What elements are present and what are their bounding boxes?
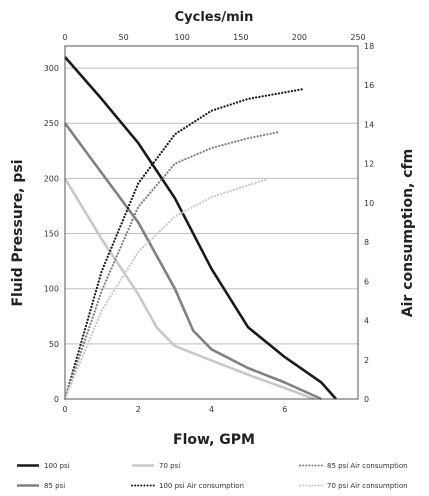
legend-label: 100 psi Air consumption xyxy=(159,482,244,490)
y2-tick-label: 16 xyxy=(364,81,374,90)
x2-tick-label: 50 xyxy=(119,33,129,42)
y-tick-label: 150 xyxy=(44,230,59,239)
y2-tick-label: 12 xyxy=(364,160,374,169)
y-axis-title: Fluid Pressure, psi xyxy=(10,159,26,306)
legend-label: 85 psi Air consumption xyxy=(327,462,408,470)
x-axis-title: Flow, GPM xyxy=(173,432,255,448)
plot-frame xyxy=(64,45,359,400)
x-tick-label: 2 xyxy=(136,405,141,414)
y-tick-label: 300 xyxy=(44,64,59,73)
series-line xyxy=(63,178,268,401)
y2-tick-label: 6 xyxy=(364,277,369,286)
tick-labels: 0 50 100 150 200 250 300 0 2 4 6 8 10 12 14 16 18 0 2 4 6 0 50… xyxy=(44,33,374,414)
x2-tick-label: 0 xyxy=(62,33,67,42)
gridlines xyxy=(65,67,358,400)
series-layer xyxy=(63,56,337,401)
y2-tick-label: 8 xyxy=(364,238,369,247)
y2-axis-title: Air consumption, cfm xyxy=(400,149,416,317)
x2-tick-label: 150 xyxy=(233,33,248,42)
series-line xyxy=(63,131,279,401)
legend-label: 85 psi xyxy=(44,482,65,490)
x2-tick-label: 250 xyxy=(350,33,365,42)
x2-tick-label: 100 xyxy=(175,33,190,42)
series-line xyxy=(63,177,315,401)
x2-tick-label: 200 xyxy=(292,33,307,42)
y2-tick-label: 0 xyxy=(364,395,369,404)
y-tick-label: 0 xyxy=(54,395,59,404)
x-tick-label: 0 xyxy=(62,405,67,414)
y2-tick-label: 14 xyxy=(364,120,374,129)
y2-tick-label: 18 xyxy=(364,42,374,51)
y-tick-label: 100 xyxy=(44,285,59,294)
y-tick-label: 200 xyxy=(44,174,59,183)
y2-tick-label: 10 xyxy=(364,199,374,208)
series-line xyxy=(64,56,337,400)
series-line xyxy=(63,87,305,401)
series-line xyxy=(63,122,322,401)
legend: 100 psi 85 psi 70 psi 100 psi Air consumpti… xyxy=(17,462,408,490)
legend-label: 70 psi Air consumption xyxy=(327,482,408,490)
y2-tick-label: 2 xyxy=(364,356,369,365)
x-tick-label: 4 xyxy=(209,405,214,414)
legend-label: 70 psi xyxy=(159,462,180,470)
y-tick-label: 50 xyxy=(49,340,59,349)
y-tick-label: 250 xyxy=(44,119,59,128)
y2-tick-label: 4 xyxy=(364,317,369,326)
legend-label: 100 psi xyxy=(44,462,70,470)
x-tick-label: 6 xyxy=(282,405,287,414)
x2-axis-title: Cycles/min xyxy=(175,10,254,25)
